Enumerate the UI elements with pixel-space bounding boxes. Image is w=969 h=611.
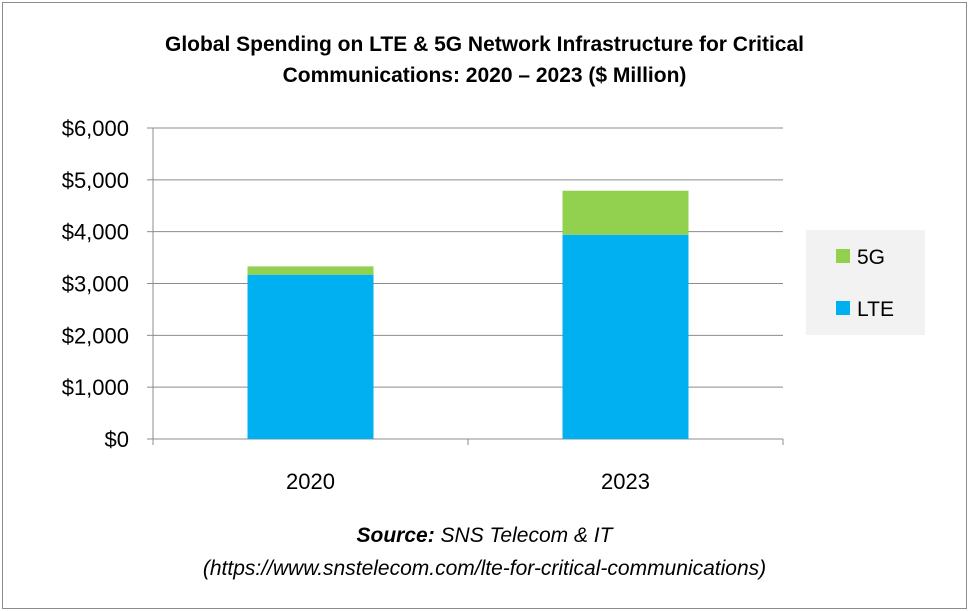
bar-lte-2023 bbox=[562, 234, 689, 439]
y-tick-label: $3,000 bbox=[62, 272, 129, 297]
source-name: SNS Telecom & IT bbox=[434, 524, 613, 547]
x-tick-label: 2023 bbox=[601, 469, 650, 494]
legend-swatch-5g bbox=[836, 249, 850, 263]
chart-title-line-2: Communications: 2020 – 2023 ($ Million) bbox=[282, 64, 687, 87]
bar-lte-2020 bbox=[247, 274, 374, 439]
legend-label-5g: 5G bbox=[857, 246, 885, 269]
legend-label-lte: LTE bbox=[857, 298, 894, 321]
y-tick-label: $1,000 bbox=[62, 375, 129, 400]
y-tick-label: $4,000 bbox=[62, 220, 129, 245]
x-tick-label: 2020 bbox=[286, 469, 335, 494]
bar-5g-2023 bbox=[562, 190, 689, 235]
y-tick-label: $6,000 bbox=[62, 116, 129, 141]
legend-box bbox=[806, 230, 925, 335]
legend-swatch-lte bbox=[836, 301, 850, 315]
bar-5g-2020 bbox=[247, 266, 374, 275]
y-tick-label: $0 bbox=[105, 427, 129, 452]
y-tick-label: $5,000 bbox=[62, 168, 129, 193]
source-url: (https://www.snstelecom.com/lte-for-crit… bbox=[202, 557, 767, 580]
source-line: Source: SNS Telecom & IT bbox=[0, 524, 969, 548]
source-label: Source: bbox=[356, 524, 435, 547]
y-tick-label: $2,000 bbox=[62, 323, 129, 348]
chart-title-line-1: Global Spending on LTE & 5G Network Infr… bbox=[164, 33, 804, 56]
